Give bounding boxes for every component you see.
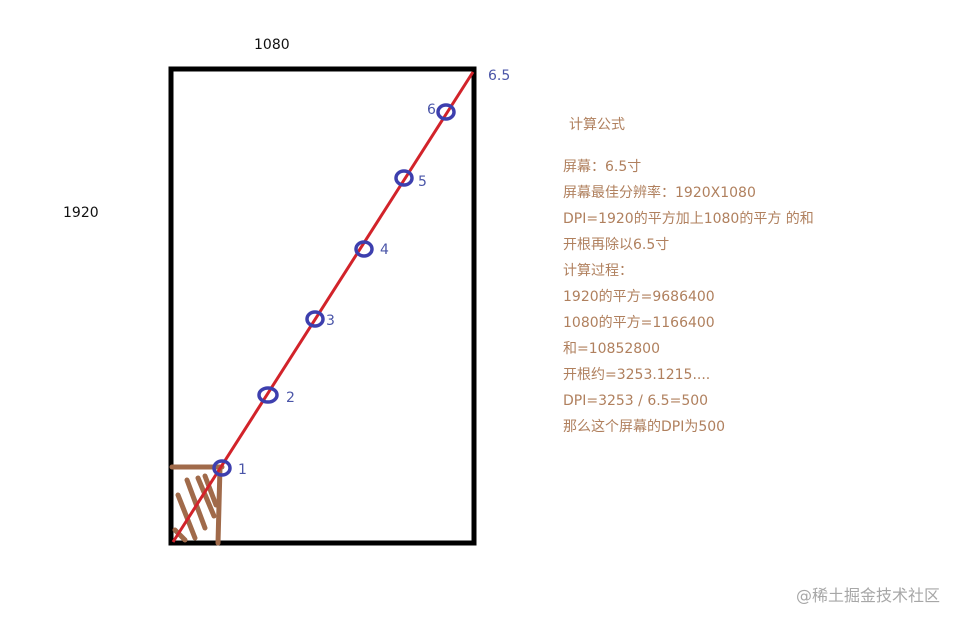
marker-label-2: 2 <box>286 390 295 406</box>
marker-3 <box>305 310 325 328</box>
formula-line: DPI=3253 / 6.5=500 <box>563 393 709 409</box>
marker-6 <box>436 103 456 121</box>
formula-line: 和=10852800 <box>563 341 660 357</box>
formula-line: 计算过程： <box>563 263 633 279</box>
marker-label-3: 3 <box>326 313 335 329</box>
formula-line: 屏幕：6.5寸 <box>563 159 642 175</box>
formula-line: DPI=1920的平方加上1080的平方 的和 <box>563 211 814 227</box>
marker-4 <box>354 240 374 258</box>
marker-label-1: 1 <box>238 462 247 478</box>
watermark: @稀土掘金技术社区 <box>795 586 940 605</box>
formula-line: 开根约=3253.1215.... <box>563 367 711 383</box>
height-label: 1920 <box>63 205 99 221</box>
marker-label-5: 5 <box>418 174 427 190</box>
marker-5 <box>394 169 414 187</box>
formula-line: 那么这个屏幕的DPI为500 <box>563 419 726 435</box>
marker-2 <box>257 386 279 404</box>
formula-title: 计算公式 <box>569 117 625 133</box>
formula-line: 1080的平方=1166400 <box>563 315 715 331</box>
marker-1 <box>212 459 232 477</box>
formula-line: 屏幕最佳分辨率：1920X1080 <box>563 185 756 201</box>
marker-label-4: 4 <box>380 242 389 258</box>
screen-frame <box>168 66 477 546</box>
width-label: 1080 <box>254 37 290 53</box>
formula-line: 开根再除以6.5寸 <box>563 237 670 253</box>
formula-line: 1920的平方=9686400 <box>563 289 715 305</box>
marker-label-6: 6 <box>427 102 436 118</box>
diagonal-size-label: 6.5 <box>488 68 510 84</box>
formula-panel: 计算公式 屏幕：6.5寸 屏幕最佳分辨率：1920X1080 DPI=1920的… <box>563 112 863 440</box>
diagonal-line <box>171 71 475 543</box>
